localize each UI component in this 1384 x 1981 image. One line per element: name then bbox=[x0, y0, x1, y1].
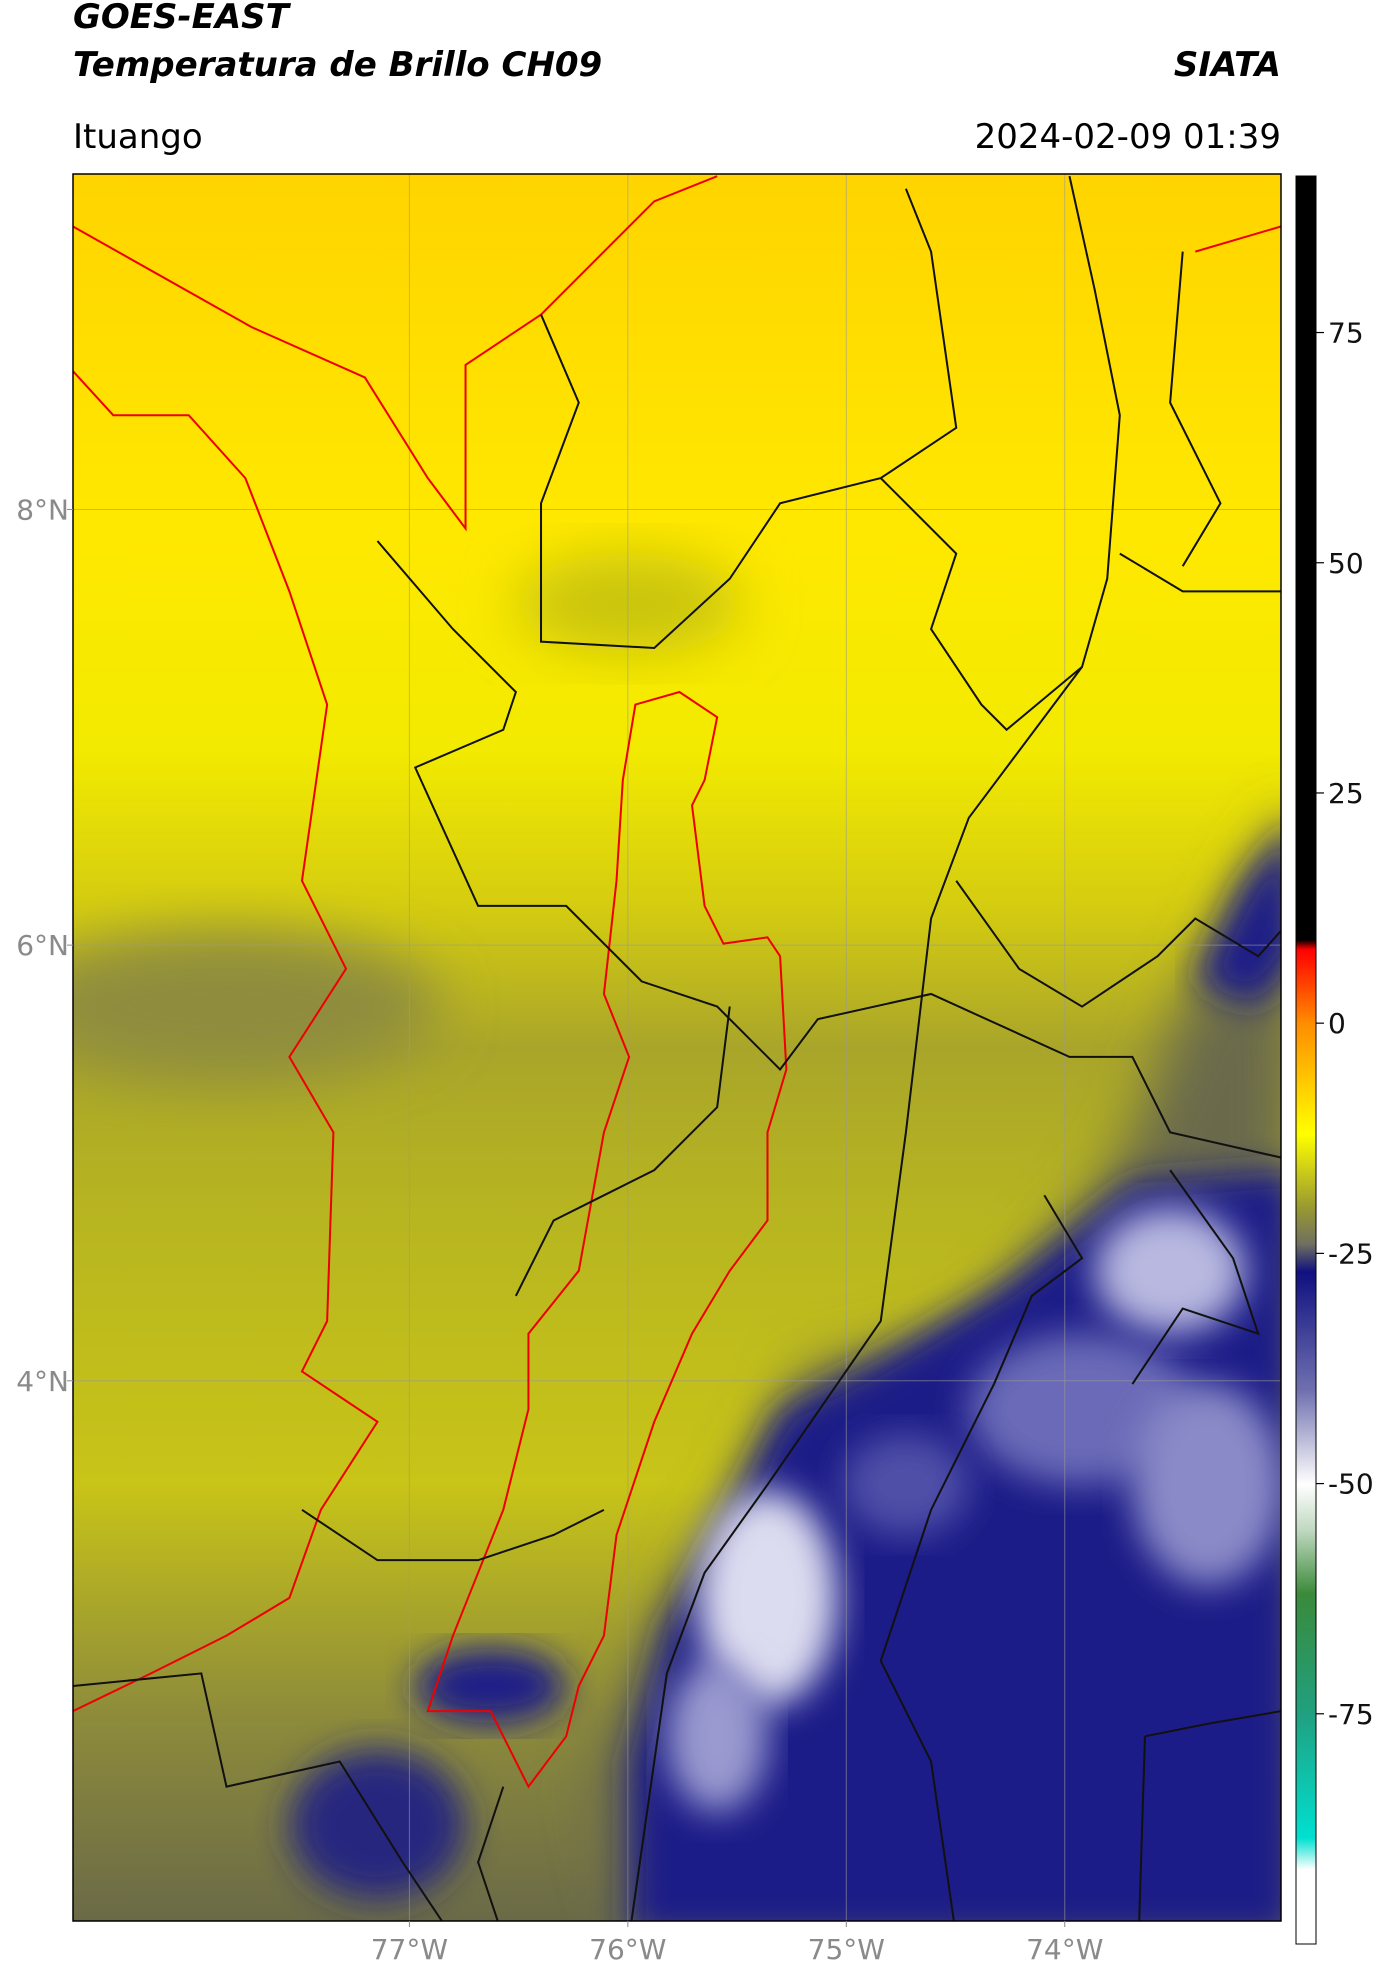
colorbar-tick-label: 50 bbox=[1328, 547, 1364, 580]
source: SIATA bbox=[1174, 45, 1281, 85]
colorbar-tick-label: 25 bbox=[1328, 777, 1364, 810]
y-tick-label: 4°N bbox=[16, 1365, 69, 1398]
x-tick-label: 77°W bbox=[371, 1933, 448, 1966]
title: Temperatura de Brillo CH09 bbox=[73, 45, 602, 85]
region: Ituango bbox=[73, 117, 203, 157]
boundaries bbox=[73, 175, 1281, 1921]
cloud-field bbox=[73, 553, 1281, 1921]
colorbar-tick-label: -75 bbox=[1328, 1698, 1374, 1731]
colorbar-tick-label: 75 bbox=[1328, 317, 1364, 350]
colorbar-tick-label: -25 bbox=[1328, 1237, 1374, 1270]
colorbar-tick-label: -50 bbox=[1328, 1468, 1374, 1501]
map bbox=[73, 174, 1281, 1921]
x-tick-label: 74°W bbox=[1026, 1933, 1103, 1966]
title: GOES-EAST bbox=[73, 0, 292, 37]
y-tick-label: 8°N bbox=[16, 493, 69, 526]
grid bbox=[73, 174, 1281, 1921]
timestamp: 2024-02-09 01:39 bbox=[975, 117, 1281, 157]
y-tick-label: 6°N bbox=[16, 929, 69, 962]
colorbar-axis: 75 50 25 0 -25 -50 -75 bbox=[1316, 317, 1374, 1731]
map-frame bbox=[72, 173, 1282, 1922]
x-tick-label: 75°W bbox=[808, 1933, 885, 1966]
colorbar bbox=[1295, 175, 1317, 1945]
x-tick-label: 76°W bbox=[589, 1933, 666, 1966]
colorbar-tick-label: 0 bbox=[1328, 1007, 1346, 1040]
